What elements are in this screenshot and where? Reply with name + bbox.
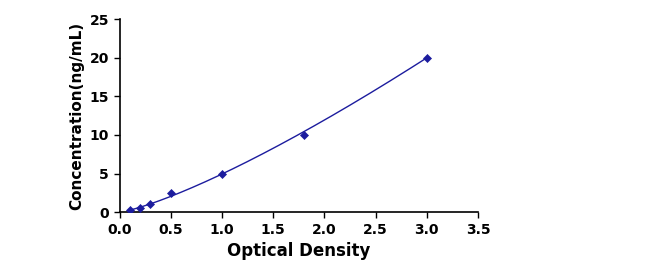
X-axis label: Optical Density: Optical Density (227, 242, 371, 260)
Y-axis label: Concentration(ng/mL): Concentration(ng/mL) (69, 21, 84, 210)
